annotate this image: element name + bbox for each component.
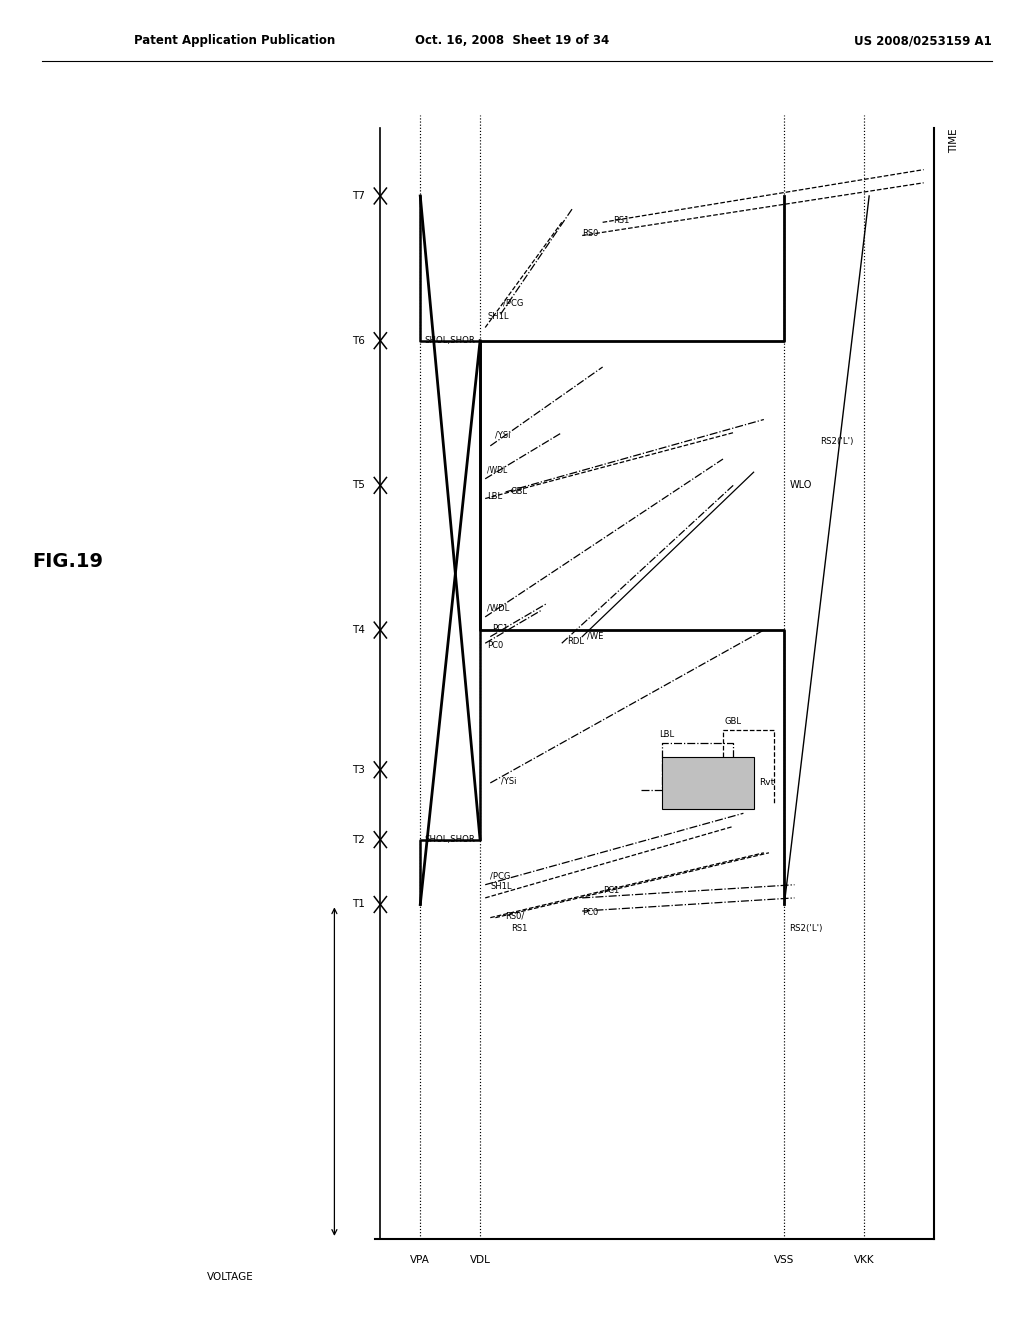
Text: SH1L: SH1L (487, 312, 509, 321)
Text: SH1L: SH1L (490, 882, 512, 891)
Text: T1: T1 (352, 899, 365, 909)
Text: GBL: GBL (511, 487, 527, 496)
Text: /WDL: /WDL (487, 605, 510, 612)
Text: PC0: PC0 (487, 640, 504, 649)
Text: T4: T4 (352, 626, 365, 635)
Text: RS2('L'): RS2('L') (820, 437, 854, 446)
Text: WLO: WLO (790, 480, 812, 490)
Text: /YSi: /YSi (496, 430, 511, 440)
Bar (662, 756, 754, 809)
Text: VDL: VDL (470, 1254, 490, 1265)
Text: /PCG: /PCG (503, 298, 523, 308)
Text: /WDL: /WDL (487, 466, 508, 475)
Text: T5: T5 (352, 480, 365, 490)
Text: US 2008/0253159 A1: US 2008/0253159 A1 (854, 34, 992, 48)
Text: Patent Application Publication: Patent Application Publication (134, 34, 336, 48)
Text: Oct. 16, 2008  Sheet 19 of 34: Oct. 16, 2008 Sheet 19 of 34 (415, 34, 609, 48)
Text: VOLTAGE: VOLTAGE (208, 1271, 254, 1282)
Text: PC0: PC0 (583, 908, 598, 917)
Text: Rvt: Rvt (759, 779, 774, 788)
Text: PC1: PC1 (493, 623, 509, 632)
Text: VPA: VPA (411, 1254, 430, 1265)
Text: VKK: VKK (854, 1254, 874, 1265)
Text: LBL: LBL (487, 492, 503, 502)
Text: TIME: TIME (949, 128, 959, 153)
Text: RS1: RS1 (612, 215, 629, 224)
Text: RS1: RS1 (511, 924, 527, 933)
Text: T7: T7 (352, 191, 365, 201)
Text: T2: T2 (352, 834, 365, 845)
Text: RS0/: RS0/ (506, 911, 525, 920)
Text: T3: T3 (352, 764, 365, 775)
Text: RS0: RS0 (583, 228, 599, 238)
Text: SHOL,SHOR: SHOL,SHOR (424, 836, 475, 843)
Text: RDL: RDL (567, 636, 584, 645)
Text: LBL: LBL (659, 730, 675, 739)
Text: PC1: PC1 (603, 886, 618, 895)
Text: /YSi: /YSi (501, 776, 516, 785)
Text: /PCG: /PCG (490, 871, 511, 880)
Text: SHOL,SHOR: SHOL,SHOR (424, 337, 475, 345)
Text: VSS: VSS (774, 1254, 795, 1265)
Text: RS2('L'): RS2('L') (790, 924, 822, 933)
Text: GBL: GBL (725, 717, 741, 726)
Text: FIG.19: FIG.19 (33, 552, 103, 570)
Text: /WE: /WE (588, 631, 604, 640)
Text: T6: T6 (352, 335, 365, 346)
